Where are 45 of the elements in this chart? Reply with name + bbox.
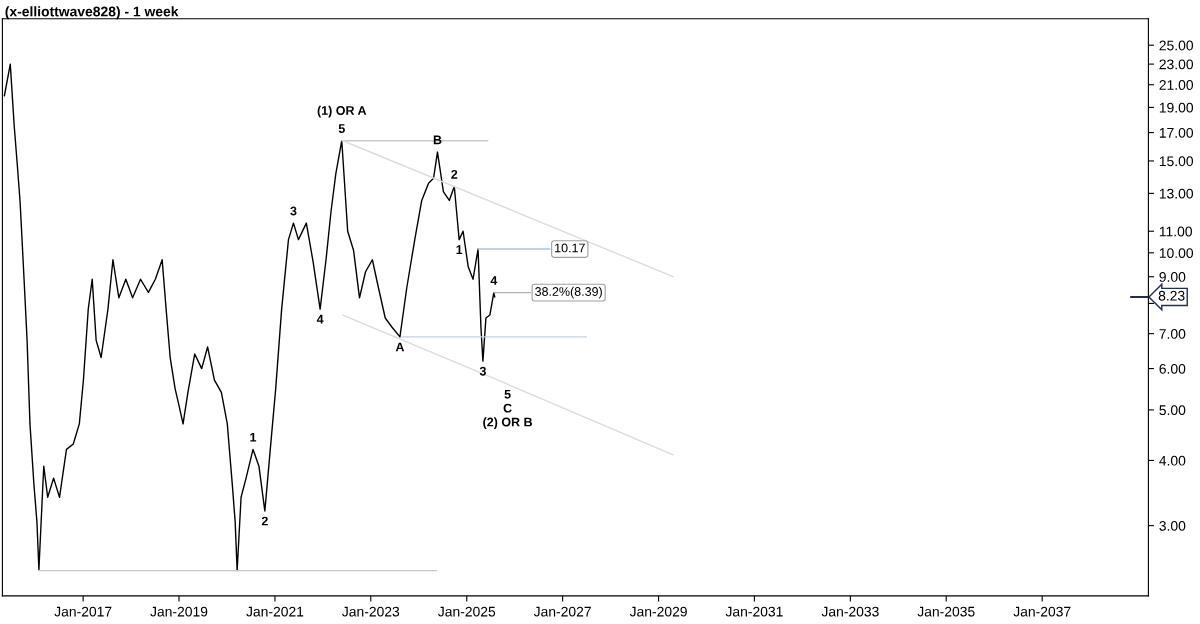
x-tick-label: Jan-2025 (438, 606, 496, 617)
annotation: 10.17 (555, 243, 585, 253)
x-tick-label: Jan-2037 (1013, 606, 1071, 617)
y-tick-label: 7.00 (1159, 328, 1186, 339)
annotation: 4 (316, 314, 324, 324)
y-tick-label: 3.00 (1159, 520, 1186, 531)
y-tick-label: 6.00 (1159, 363, 1186, 374)
chart-title: (x-elliottwave828) - 1 week (5, 6, 179, 20)
y-tick-label: 15.00 (1159, 156, 1194, 167)
annotation: A (395, 342, 405, 352)
y-tick-label: 11.00 (1159, 226, 1193, 237)
x-tick-label: Jan-2017 (54, 606, 112, 617)
y-tick-label: 10.00 (1159, 248, 1194, 258)
y-tick-label: 21.00 (1159, 80, 1194, 90)
annotation: 4 (490, 276, 498, 285)
x-tick-label: Jan-2021 (246, 606, 304, 617)
y-tick-label: 5.00 (1159, 405, 1186, 416)
annotation: (1) OR A (317, 105, 367, 118)
x-tick-label: Jan-2019 (150, 606, 208, 617)
annotation: 2 (261, 516, 268, 526)
ref-line-label: 8.23 (1158, 290, 1185, 301)
x-tick-label: Jan-2033 (821, 606, 879, 617)
annotation: 5 (338, 124, 345, 133)
annotation: 1 (250, 432, 257, 442)
y-tick-label: 19.00 (1159, 102, 1194, 113)
x-tick-label: Jan-2035 (917, 606, 975, 617)
y-tick-label: 13.00 (1159, 188, 1194, 199)
x-tick-label: Jan-2023 (342, 606, 400, 617)
y-tick-label: 9.00 (1159, 272, 1186, 282)
annotation: 3 (290, 206, 297, 216)
annotation: C (503, 403, 512, 413)
annotation: 38.2%(8.39) (535, 286, 602, 299)
annotation: 5 (504, 389, 511, 399)
annotation: (2) OR B (483, 417, 533, 429)
y-tick-label: 25.00 (1159, 40, 1194, 51)
annotation: 1 (456, 245, 463, 254)
x-tick-label: Jan-2031 (725, 606, 783, 617)
y-tick-label: 23.00 (1159, 59, 1194, 70)
y-tick-label: 17.00 (1159, 127, 1194, 138)
x-tick-label: Jan-2029 (629, 606, 687, 617)
x-tick-label: Jan-2027 (533, 606, 591, 617)
annotation: 2 (451, 169, 458, 179)
y-tick-label: 4.00 (1159, 455, 1186, 466)
annotation: B (433, 135, 442, 145)
annotation: 3 (479, 366, 486, 376)
